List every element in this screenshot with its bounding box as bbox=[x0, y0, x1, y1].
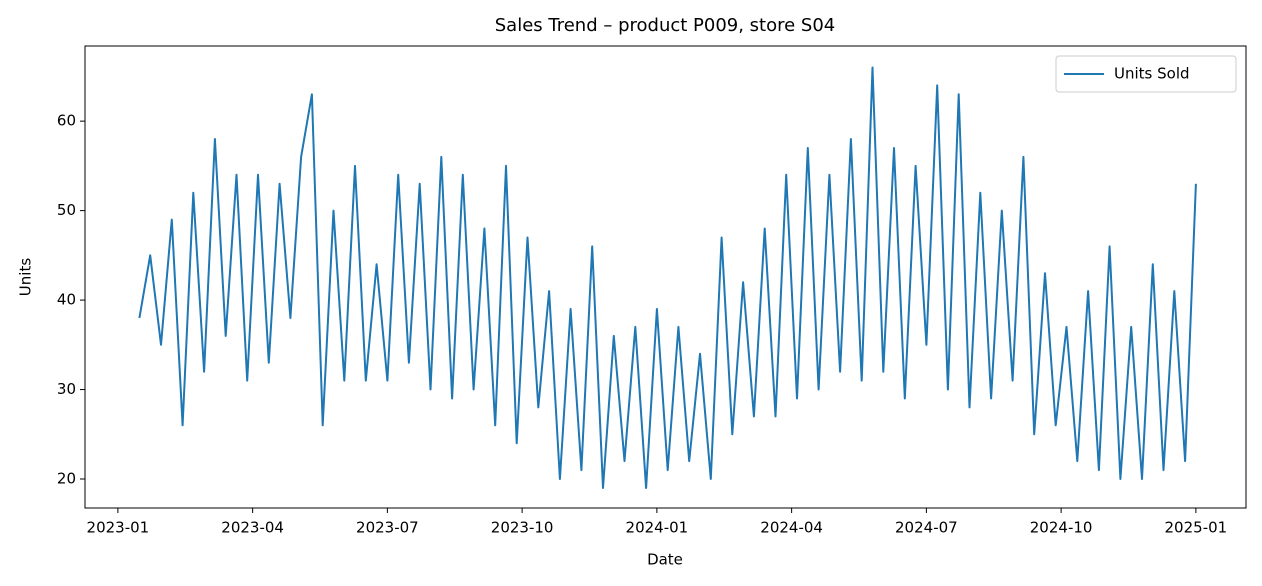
x-axis-label: Date bbox=[647, 551, 683, 569]
data-line bbox=[138, 66, 1197, 489]
x-tick-label: 2023-07 bbox=[356, 519, 419, 537]
y-axis-label: Units bbox=[17, 258, 35, 297]
plot-frame bbox=[84, 45, 1247, 509]
legend-label: Units Sold bbox=[1114, 65, 1190, 83]
x-tick-label: 2023-10 bbox=[491, 519, 554, 537]
x-tick-label: 2024-07 bbox=[895, 519, 958, 537]
y-tick-label: 30 bbox=[57, 380, 76, 398]
x-tick-label: 2024-10 bbox=[1030, 519, 1093, 537]
x-tick-label: 2024-04 bbox=[760, 519, 823, 537]
y-tick-label: 60 bbox=[57, 112, 76, 130]
legend-box bbox=[1055, 55, 1237, 93]
y-tick-label: 20 bbox=[57, 470, 76, 488]
x-tick-label: 2023-01 bbox=[87, 519, 150, 537]
y-tick-label: 40 bbox=[57, 291, 76, 309]
x-tick-label: 2024-01 bbox=[626, 519, 689, 537]
y-tick-label: 50 bbox=[57, 201, 76, 219]
x-tick-label: 2025-01 bbox=[1165, 519, 1228, 537]
x-tick-label: 2023-04 bbox=[221, 519, 284, 537]
chart-title: Sales Trend – product P009, store S04 bbox=[495, 15, 836, 36]
